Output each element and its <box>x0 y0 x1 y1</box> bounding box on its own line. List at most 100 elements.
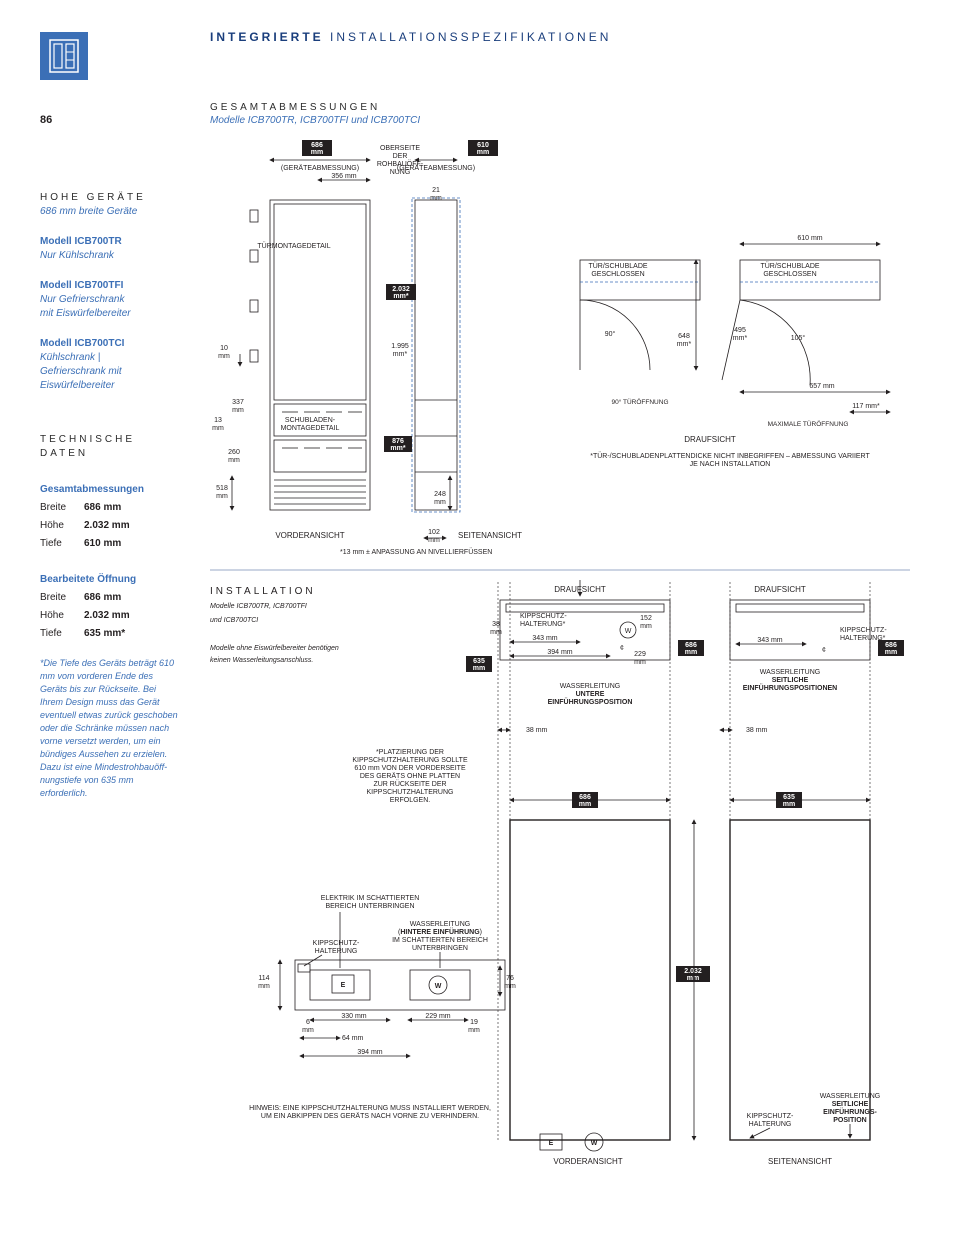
svg-text:WASSERLEITUNG: WASSERLEITUNG <box>410 921 470 928</box>
svg-text:876: 876 <box>392 438 404 445</box>
spec-val: 686 mm <box>84 591 121 605</box>
spec-row: Breite 686 mm <box>40 591 180 605</box>
tech-title-2: DATEN <box>40 447 180 461</box>
svg-text:UNTERE: UNTERE <box>576 691 605 698</box>
svg-text:229 mm: 229 mm <box>425 1013 450 1020</box>
svg-text:KIPPSCHUTZHALTERUNG: KIPPSCHUTZHALTERUNG <box>367 789 454 796</box>
svg-text:mm*: mm* <box>393 293 408 300</box>
svg-text:mm*: mm* <box>733 335 748 342</box>
hohe-sub: 686 mm breite Geräte <box>40 205 180 219</box>
spec-row: Breite 686 mm <box>40 501 180 515</box>
svg-text:¢: ¢ <box>620 645 624 652</box>
diagram-area: 686 mm (GERÄTEABMESSUNG) 356 mm TÜRMONTA… <box>210 140 910 1200</box>
sidebar: HOHE GERÄTE 686 mm breite Geräte Modell … <box>40 185 180 801</box>
svg-text:105°: 105° <box>791 334 806 342</box>
svg-text:90°: 90° <box>605 330 616 338</box>
svg-text:mm: mm <box>640 623 652 630</box>
svg-text:WASSERLEITUNG: WASSERLEITUNG <box>820 1093 880 1100</box>
svg-text:IM SCHATTIERTEN BEREICH: IM SCHATTIERTEN BEREICH <box>392 937 488 944</box>
svg-text:1.995: 1.995 <box>391 343 409 350</box>
svg-text:152: 152 <box>640 615 652 622</box>
svg-text:ROHBAUÖFF-: ROHBAUÖFF- <box>377 160 424 168</box>
svg-text:mm: mm <box>228 457 240 464</box>
svg-text:38 mm: 38 mm <box>746 727 768 734</box>
svg-text:(HINTERE EINFÜHRUNG): (HINTERE EINFÜHRUNG) <box>398 927 482 936</box>
page-title: INTEGRIERTE INSTALLATIONSSPEZIFIKATIONEN <box>210 30 914 44</box>
model-2-sub3: Eiswürfelbereiter <box>40 379 180 393</box>
svg-text:mm: mm <box>218 353 230 360</box>
svg-text:INSTALLATION: INSTALLATION <box>210 586 316 597</box>
svg-text:635: 635 <box>473 658 485 665</box>
svg-text:mm: mm <box>468 1027 480 1034</box>
svg-text:mm*: mm* <box>390 445 405 452</box>
svg-text:495: 495 <box>734 327 746 334</box>
svg-text:HINWEIS: EINE KIPPSCHUTZHALTER: HINWEIS: EINE KIPPSCHUTZHALTERUNG MUSS I… <box>249 1105 491 1112</box>
svg-text:mm: mm <box>434 499 446 506</box>
svg-text:POSITION: POSITION <box>833 1117 866 1124</box>
svg-text:mm: mm <box>687 975 699 982</box>
svg-text:343 mm: 343 mm <box>532 635 557 642</box>
section-overall-subtitle: Modelle ICB700TR, ICB700TFI und ICB700TC… <box>210 115 914 126</box>
svg-text:GESCHLOSSEN: GESCHLOSSEN <box>763 271 816 278</box>
svg-text:EINFÜHRUNGSPOSITION: EINFÜHRUNGSPOSITION <box>548 697 633 706</box>
spec-lbl: Breite <box>40 591 78 605</box>
bearb-title: Bearbeitete Öffnung <box>40 573 180 587</box>
front-gerat-label: (GERÄTEABMESSUNG) <box>281 164 359 172</box>
svg-text:KIPPSCHUTZ-: KIPPSCHUTZ- <box>313 940 360 947</box>
svg-text:SEITENANSICHT: SEITENANSICHT <box>768 1157 832 1166</box>
spec-lbl: Breite <box>40 501 78 515</box>
svg-text:mm: mm <box>473 665 485 672</box>
svg-text:*TÜR-/SCHUBLADENPLATTENDICKE N: *TÜR-/SCHUBLADENPLATTENDICKE NICHT INBEG… <box>590 452 870 460</box>
svg-text:mm: mm <box>685 649 697 656</box>
svg-text:343 mm: 343 mm <box>757 637 782 644</box>
svg-text:mm: mm <box>302 1027 314 1034</box>
tech-title-1: TECHNISCHE <box>40 433 180 447</box>
svg-text:21: 21 <box>432 187 440 194</box>
svg-text:610: 610 <box>477 142 489 149</box>
svg-text:DER: DER <box>393 153 408 160</box>
spec-lbl: Höhe <box>40 609 78 623</box>
svg-text:MONTAGEDETAIL: MONTAGEDETAIL <box>281 425 340 432</box>
svg-text:mm: mm <box>477 149 489 156</box>
svg-text:ZUR RÜCKSEITE DER: ZUR RÜCKSEITE DER <box>373 780 446 788</box>
svg-text:und ICB700TCI: und ICB700TCI <box>210 617 258 624</box>
svg-text:HALTERUNG: HALTERUNG <box>315 948 358 955</box>
svg-text:VORDERANSICHT: VORDERANSICHT <box>553 1157 622 1166</box>
svg-text:330 mm: 330 mm <box>341 1013 366 1020</box>
svg-text:*13 mm ± ANPASSUNG AN NIVELLIE: *13 mm ± ANPASSUNG AN NIVELLIERFÜSSEN <box>340 548 492 556</box>
svg-text:10: 10 <box>220 345 228 352</box>
svg-text:19: 19 <box>470 1019 478 1026</box>
svg-text:BEREICH UNTERBRINGEN: BEREICH UNTERBRINGEN <box>325 903 414 910</box>
svg-text:NUNG: NUNG <box>390 169 411 176</box>
svg-text:TÜR/SCHUBLADE: TÜR/SCHUBLADE <box>760 262 819 270</box>
svg-text:KIPPSCHUTZ-: KIPPSCHUTZ- <box>747 1113 794 1120</box>
svg-text:DRAUFSICHT: DRAUFSICHT <box>684 435 736 444</box>
svg-text:394 mm: 394 mm <box>547 649 572 656</box>
svg-text:keinen Wasserleitungsanschluss: keinen Wasserleitungsanschluss. <box>210 657 313 664</box>
svg-text:229: 229 <box>634 651 646 658</box>
svg-text:DRAUFSICHT: DRAUFSICHT <box>754 585 806 594</box>
svg-text:mm: mm <box>490 629 502 636</box>
svg-text:W: W <box>625 628 632 635</box>
model-0-name: Modell ICB700TR <box>40 235 180 249</box>
svg-text:mm*: mm* <box>677 341 692 348</box>
svg-text:SCHUBLADEN-: SCHUBLADEN- <box>285 417 336 424</box>
svg-text:686: 686 <box>685 642 697 649</box>
svg-text:657 mm: 657 mm <box>809 383 834 390</box>
svg-text:HALTERUNG*: HALTERUNG* <box>520 621 566 628</box>
svg-text:13: 13 <box>214 417 222 424</box>
svg-text:90° TÜRÖFFNUNG: 90° TÜRÖFFNUNG <box>611 398 668 406</box>
depth-note: *Die Tiefe des Geräts beträgt 610 mm vom… <box>40 657 180 801</box>
svg-text:WASSERLEITUNG: WASSERLEITUNG <box>560 683 620 690</box>
spec-row: Tiefe635 mm* <box>40 627 180 641</box>
svg-text:mm: mm <box>430 195 442 202</box>
svg-text:W: W <box>591 1140 598 1147</box>
svg-text:OBERSEITE: OBERSEITE <box>380 145 420 152</box>
svg-text:6: 6 <box>306 1019 310 1026</box>
spec-lbl: Tiefe <box>40 537 78 551</box>
svg-text:337: 337 <box>232 399 244 406</box>
spec-val: 686 mm <box>84 501 121 515</box>
svg-text:mm: mm <box>258 983 270 990</box>
svg-text:GESCHLOSSEN: GESCHLOSSEN <box>591 271 644 278</box>
spec-lbl: Höhe <box>40 519 78 533</box>
